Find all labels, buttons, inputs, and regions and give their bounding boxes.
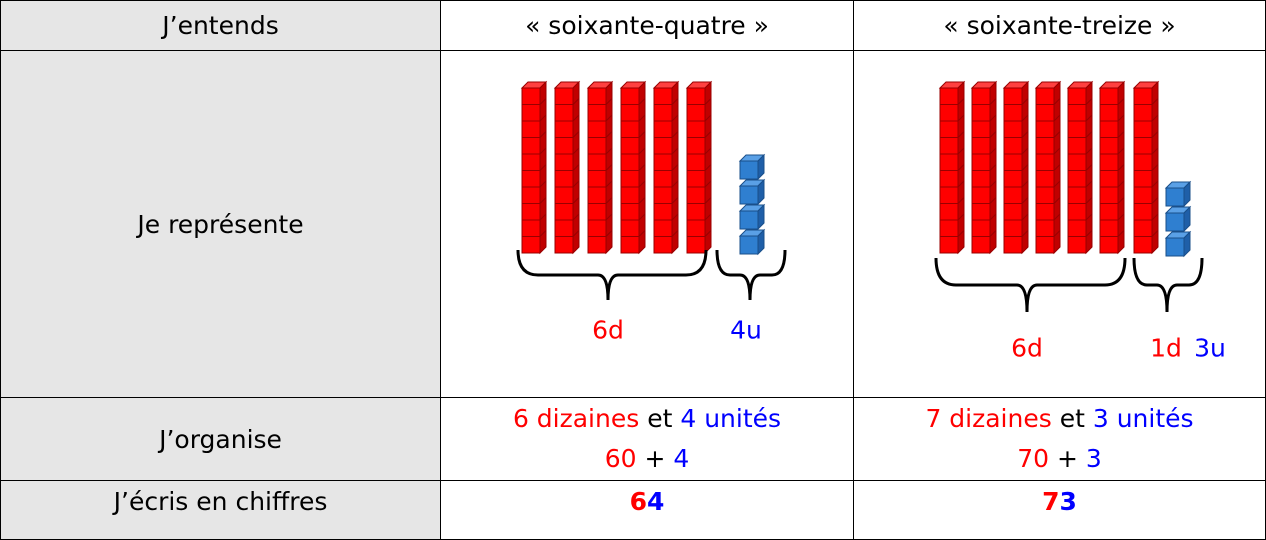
units-text: 4 unités — [680, 404, 782, 433]
row-label-cell: J’organise — [0, 397, 441, 481]
tens-text: 6 dizaines — [512, 404, 640, 433]
row-label: Je représente — [137, 209, 304, 239]
header-label: J’entends — [162, 11, 279, 40]
units-value: 4 — [673, 444, 690, 473]
units-label: 3u — [1194, 333, 1226, 363]
units-label: 4u — [730, 315, 762, 345]
and-text: et — [1059, 404, 1085, 433]
blocks-drawing — [516, 81, 1204, 313]
tens-digit: 6 — [629, 487, 647, 516]
tens-digit: 7 — [1042, 487, 1060, 516]
and-text: et — [647, 404, 673, 433]
braces — [516, 249, 1204, 313]
rods — [521, 81, 1159, 254]
heard-number: « soixante-quatre » — [525, 11, 769, 40]
units-text: 3 unités — [1092, 404, 1194, 433]
header-label-cell: J’entends — [0, 0, 441, 51]
tens-value: 60 — [604, 444, 637, 473]
tens-value: 70 — [1017, 444, 1050, 473]
extra-tens-label: 1d — [1150, 333, 1182, 363]
tens-label: 6d — [1011, 333, 1043, 363]
heard-number: « soixante-treize » — [943, 11, 1176, 40]
units-digit: 3 — [1059, 487, 1077, 516]
units-digit: 4 — [647, 487, 665, 516]
row-label: J’organise — [159, 424, 282, 454]
tens-label: 6d — [592, 315, 624, 345]
plus: + — [1056, 444, 1078, 473]
organise-cell: 6 dizaines et 4 unités 60 + 4 — [440, 397, 854, 481]
row-label-cell: Je représente — [0, 50, 441, 398]
units-value: 3 — [1085, 444, 1102, 473]
plus: + — [644, 444, 666, 473]
header-cell: « soixante-quatre » — [440, 0, 854, 51]
tens-text: 7 dizaines — [925, 404, 1052, 433]
row-label: J’écris en chiffres — [113, 487, 328, 516]
